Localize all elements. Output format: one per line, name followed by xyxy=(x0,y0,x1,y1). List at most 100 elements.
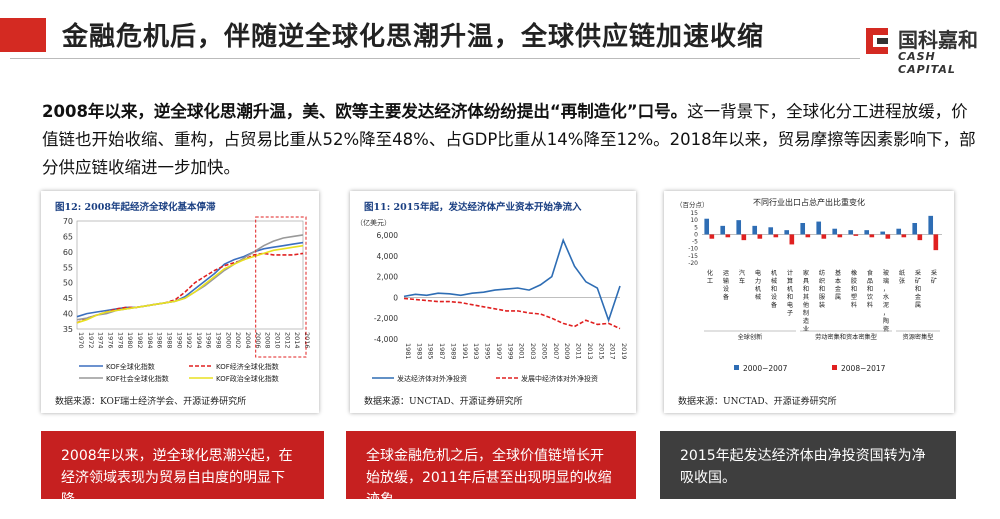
x-tick-label: 2008 xyxy=(264,332,272,349)
bar xyxy=(880,231,886,235)
intro-paragraph: 2008年以来，逆全球化思潮升温，美、欧等主要发达经济体纷纷提出“再制造化”口号… xyxy=(42,98,982,182)
y-tick-label: 45 xyxy=(63,294,73,303)
chart-source: 数据来源：UNCTAD、开源证券研究所 xyxy=(678,397,837,407)
category-label-char: 机 xyxy=(755,285,762,293)
y-tick-label: 5 xyxy=(694,224,698,231)
category-label-char: 输 xyxy=(723,277,730,285)
bar xyxy=(864,230,870,235)
x-tick-label: 1992 xyxy=(185,332,193,349)
x-tick-label: 1990 xyxy=(175,332,183,349)
legend-label: 2008−2017 xyxy=(841,364,886,373)
category-label-char: 和 xyxy=(915,285,921,293)
caption-2: 全球金融危机之后，全球价值链增长开始放缓，2011年后甚至出现明显的收缩迹象。 xyxy=(346,431,636,508)
x-tick-label: 1998 xyxy=(215,332,223,349)
header-accent-bar xyxy=(0,18,46,52)
x-tick-label: 2009 xyxy=(563,343,571,360)
y-tick-label: 10 xyxy=(690,217,698,224)
x-tick-label: 1994 xyxy=(195,332,203,349)
y-tick-label: 35 xyxy=(63,325,73,334)
page-title: 金融危机后，伴随逆全球化思潮升温，全球供应链加速收缩 xyxy=(62,22,765,52)
category-label-char: 算 xyxy=(787,277,793,285)
chart-title: 不同行业出口占总产出比重变化 xyxy=(753,197,865,207)
category-label-char: 品 xyxy=(867,278,873,285)
x-tick-label: 2000 xyxy=(224,332,232,349)
x-tick-label: 2015 xyxy=(597,343,605,360)
series-line xyxy=(76,241,304,318)
y-tick-label: 0 xyxy=(694,231,698,238)
bar xyxy=(768,227,774,235)
legend-label: KOF全球化指数 xyxy=(106,362,155,371)
category-label-char: 设 xyxy=(771,293,777,301)
category-label-char: 玻 xyxy=(883,269,889,277)
y-tick-label: 60 xyxy=(63,248,73,257)
bar xyxy=(821,234,827,239)
intro-rest: 这一背景下，全球化分工进程放缓，价值链也开始收缩、重构，占贸易比重从52%降至4… xyxy=(42,102,976,177)
company-logo: 国科嘉和 CASH CAPITAL xyxy=(862,20,992,76)
bar xyxy=(784,230,790,235)
caption-3: 2015年起发达经济体由净投资国转为净吸收国。 xyxy=(660,431,956,499)
category-label-char: 服 xyxy=(819,294,825,301)
logo-mark-icon xyxy=(866,28,888,54)
category-label-char: 备 xyxy=(723,293,730,301)
x-tick-label: 2011 xyxy=(575,343,583,360)
x-tick-label: 2005 xyxy=(540,343,548,360)
logo-text-cn: 国科嘉和 xyxy=(898,28,978,52)
category-label-char: 具 xyxy=(803,278,809,285)
chart-card-investment: 图11: 2015年起，发达经济体产业资本开始净流入 （亿美元） -4,000 -2… xyxy=(350,191,636,413)
category-label-char: 和 xyxy=(819,285,825,293)
x-tick-label: 1974 xyxy=(97,332,105,349)
category-label-char: 属 xyxy=(915,302,921,309)
y-tick-label: -4,000 xyxy=(374,335,398,344)
category-label-char: 设 xyxy=(723,285,729,293)
category-label-char: 料 xyxy=(867,301,873,309)
y-tick-label: 6,000 xyxy=(377,231,399,240)
category-label-char: 子 xyxy=(787,310,793,317)
category-label-char: 和 xyxy=(787,293,793,301)
x-tick-label: 1983 xyxy=(415,343,423,360)
bar xyxy=(757,234,763,239)
x-tick-label: 2014 xyxy=(293,332,301,349)
category-label-char: 本 xyxy=(835,277,841,285)
category-label-char: 和 xyxy=(851,285,857,293)
category-label-char: 陶 xyxy=(883,317,889,325)
chart-source: 数据来源：UNCTAD、开源证券研究所 xyxy=(364,397,523,407)
intro-bold: 2008年以来，逆全球化思潮升温，美、欧等主要发达经济体纷纷提出“再制造化”口号… xyxy=(42,102,688,121)
y-tick-label: -2,000 xyxy=(374,314,398,323)
category-label-char: 纺 xyxy=(819,269,825,277)
x-tick-label: 2006 xyxy=(254,332,262,349)
group-label: 全球创新 xyxy=(738,333,763,341)
caption-1: 2008年以来，逆全球化思潮兴起，在经济领域表现为贸易自由度的明显下降， xyxy=(41,431,324,508)
x-tick-label: 2019 xyxy=(620,343,628,360)
bar xyxy=(741,234,747,241)
category-label-char: 张 xyxy=(899,277,906,285)
category-label-char: 他 xyxy=(803,301,809,309)
series-line xyxy=(403,297,621,330)
y-tick-label: -15 xyxy=(688,253,698,260)
y-tick-label: 55 xyxy=(63,263,73,272)
category-label-char: 械 xyxy=(771,277,777,285)
category-label-char: 械 xyxy=(755,293,761,301)
bar xyxy=(704,218,710,235)
bar xyxy=(720,225,726,235)
category-label-char: 纸 xyxy=(899,269,905,277)
category-label-char: 采 xyxy=(915,269,921,277)
category-label-char: 力 xyxy=(755,277,761,285)
x-tick-label: 1980 xyxy=(126,332,134,349)
category-label-char: 金 xyxy=(915,293,922,301)
bar xyxy=(837,234,843,238)
x-tick-label: 2007 xyxy=(552,343,560,360)
category-label-char: 胶 xyxy=(851,277,857,285)
category-label-char: 饮 xyxy=(867,293,874,301)
category-label-char: 瓷 xyxy=(883,325,889,333)
category-label-char: 计 xyxy=(787,269,793,277)
category-label-char: 基 xyxy=(835,269,841,277)
header-divider xyxy=(10,58,860,59)
category-label-char: 属 xyxy=(835,294,841,301)
plot-frame xyxy=(76,220,304,330)
x-tick-label: 1993 xyxy=(472,343,480,360)
x-tick-label: 1972 xyxy=(87,332,95,349)
category-label-char: 矿 xyxy=(931,277,937,285)
x-tick-label: 1997 xyxy=(495,343,503,360)
bar xyxy=(912,223,918,235)
